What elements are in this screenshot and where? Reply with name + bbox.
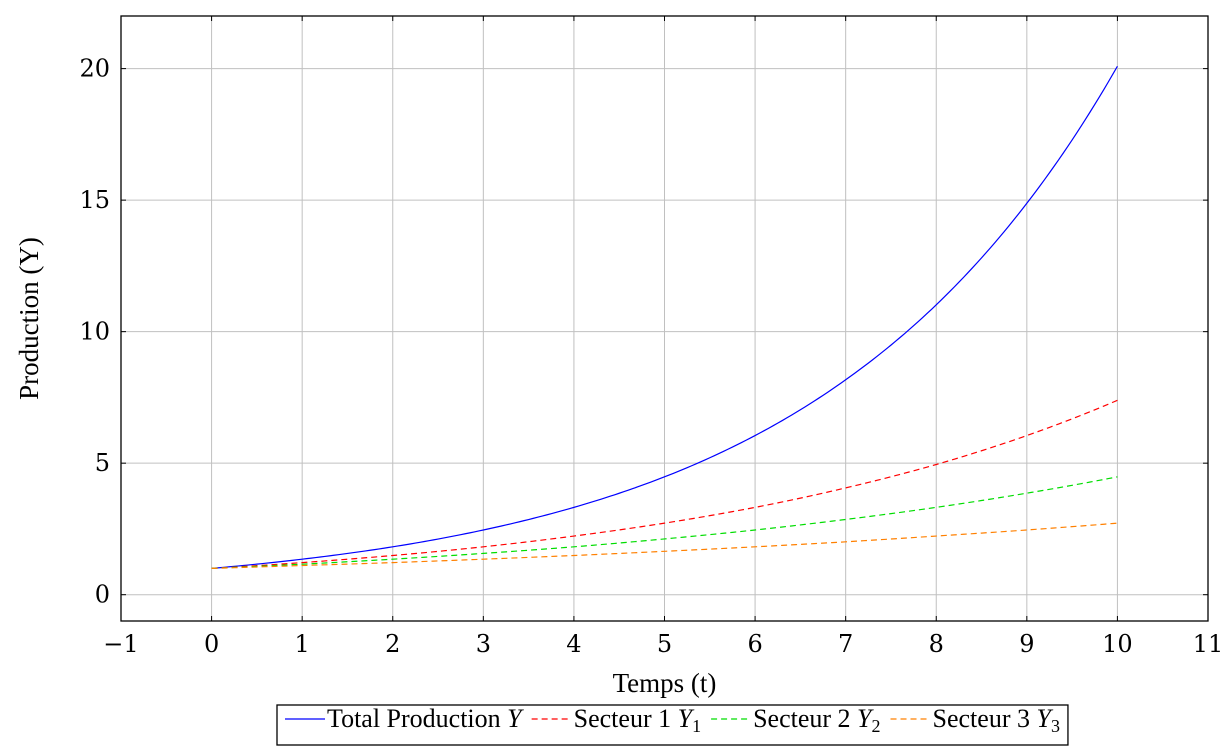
y-tick-label: 10 [79,318,110,346]
y-tick-label: 0 [95,581,110,609]
series-lines [211,65,1118,569]
x-tick-label: 3 [476,630,491,658]
series-line-3 [211,476,1118,569]
series-line-1 [211,65,1118,569]
x-axis-title: Temps (t) [613,668,717,698]
legend-item-2: Secteur 1 Y1 [531,704,701,736]
series-line-2 [211,399,1118,569]
legend-box [276,704,1069,746]
x-tick-label: 8 [929,630,944,658]
grid-lines [120,16,1209,621]
x-tick-label: 0 [204,630,219,658]
x-tick-label: 11 [1193,630,1220,658]
y-axis-title: Production (Y) [14,237,44,400]
legend-item-4: Secteur 3 Y3 [890,704,1060,736]
legend-label: Secteur 1 Y1 [574,704,701,736]
legend-label: Secteur 3 Y3 [933,704,1060,736]
x-tick-label: 10 [1102,630,1133,658]
x-tick-label: 9 [1019,630,1034,658]
legend-label: Total Production Y [327,704,524,733]
legend: Total Production Y Secteur 1 Y1 Secteur 2 … [276,704,1069,746]
x-tick-label: 5 [657,630,672,658]
legend-label: Secteur 2 Y2 [753,704,880,736]
x-axis-tick-labels: −1 0 1 2 3 4 5 6 7 8 9 10 11 [103,630,1220,658]
legend-item-1: Total Production Y [285,704,524,733]
x-tick-label: 1 [295,630,310,658]
y-axis-tick-labels: 0 5 10 15 20 [79,55,110,609]
x-tick-label: 2 [385,630,400,658]
y-tick-label: 15 [79,186,110,214]
x-tick-label: 7 [838,630,853,658]
x-tick-label: 4 [566,630,581,658]
series-line-4 [211,522,1118,569]
y-tick-label: 5 [95,449,110,477]
x-tick-label: 6 [747,630,762,658]
y-tick-label: 20 [79,55,110,83]
legend-item-3: Secteur 2 Y2 [711,704,881,736]
x-tick-label: −1 [103,630,138,658]
axis-ticks [120,16,1209,621]
